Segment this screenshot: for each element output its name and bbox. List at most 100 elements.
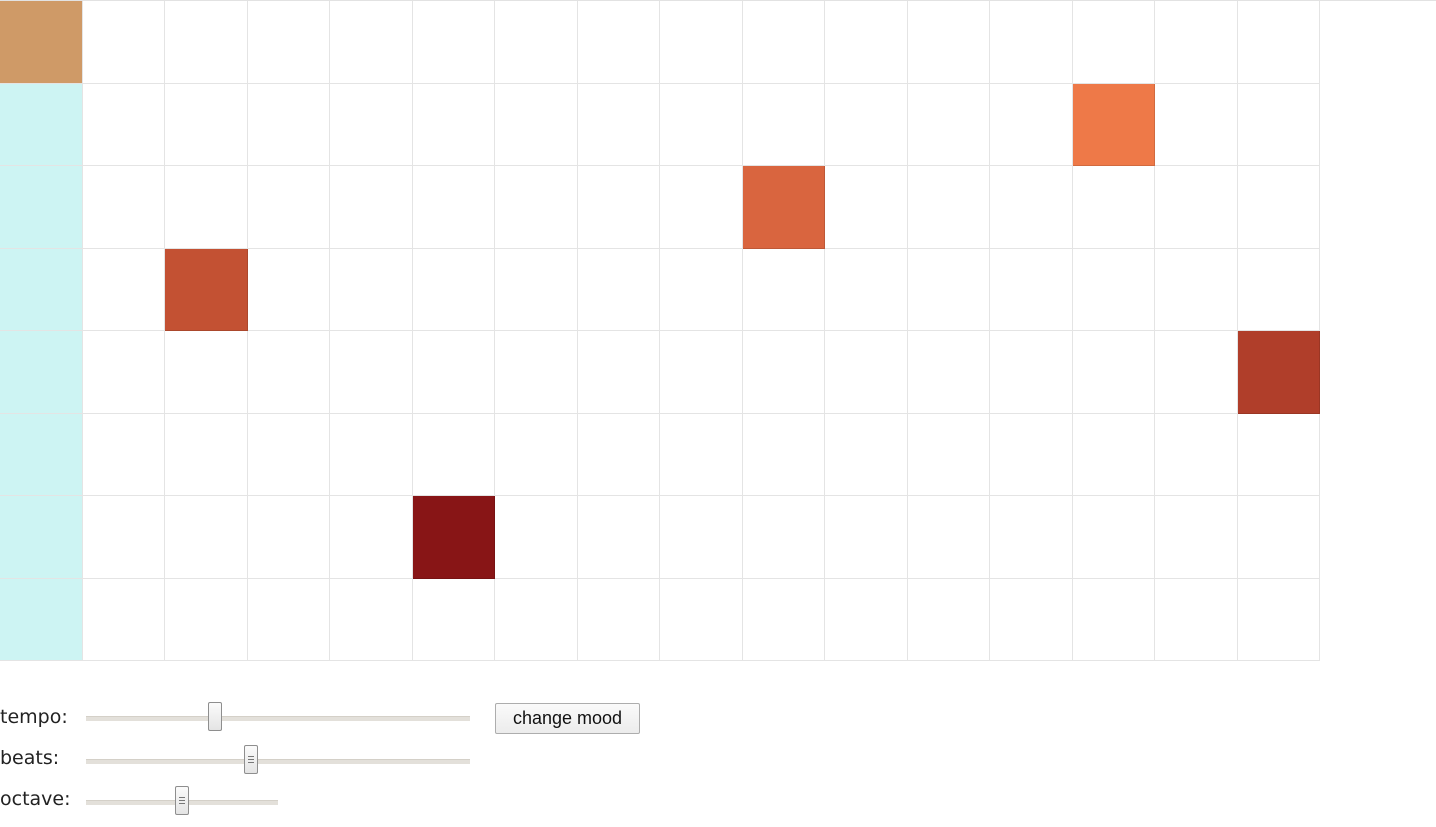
- change-mood-button[interactable]: change mood: [495, 703, 640, 734]
- grid-cell[interactable]: [660, 166, 743, 249]
- grid-cell[interactable]: [1155, 166, 1238, 249]
- grid-cell[interactable]: [660, 248, 743, 331]
- grid-cell[interactable]: [1155, 413, 1238, 496]
- grid-cell[interactable]: [0, 166, 83, 249]
- grid-cell[interactable]: [990, 83, 1073, 166]
- grid-cell[interactable]: [0, 331, 83, 414]
- grid-cell[interactable]: [412, 413, 495, 496]
- grid-cell[interactable]: [660, 1, 743, 84]
- grid-cell[interactable]: [165, 578, 248, 661]
- grid-cell[interactable]: [1155, 248, 1238, 331]
- grid-cell[interactable]: [907, 166, 990, 249]
- grid-cell[interactable]: [825, 331, 908, 414]
- grid-cell[interactable]: [825, 578, 908, 661]
- grid-cell[interactable]: [330, 166, 413, 249]
- beats-slider[interactable]: [86, 745, 470, 774]
- grid-cell[interactable]: [165, 83, 248, 166]
- grid-cell[interactable]: [82, 166, 165, 249]
- beats-slider-thumb[interactable]: [244, 745, 259, 774]
- grid-cell[interactable]: [495, 578, 578, 661]
- tempo-slider-thumb[interactable]: [207, 702, 222, 731]
- grid-cell-active[interactable]: [165, 248, 248, 331]
- grid-cell[interactable]: [907, 413, 990, 496]
- grid-cell[interactable]: [990, 578, 1073, 661]
- grid-cell-active[interactable]: [0, 1, 83, 84]
- grid-cell-active[interactable]: [1072, 83, 1155, 166]
- grid-cell[interactable]: [495, 83, 578, 166]
- grid-cell[interactable]: [495, 166, 578, 249]
- grid-cell[interactable]: [495, 496, 578, 579]
- grid-cell[interactable]: [247, 496, 330, 579]
- grid-cell[interactable]: [82, 331, 165, 414]
- grid-cell[interactable]: [330, 413, 413, 496]
- grid-cell[interactable]: [825, 83, 908, 166]
- grid-cell[interactable]: [412, 83, 495, 166]
- grid-cell[interactable]: [82, 83, 165, 166]
- grid-cell[interactable]: [907, 83, 990, 166]
- grid-cell[interactable]: [1072, 578, 1155, 661]
- grid-cell[interactable]: [247, 83, 330, 166]
- grid-cell[interactable]: [660, 331, 743, 414]
- grid-cell[interactable]: [825, 248, 908, 331]
- grid-cell[interactable]: [0, 413, 83, 496]
- grid-cell[interactable]: [1072, 496, 1155, 579]
- grid-cell[interactable]: [412, 1, 495, 84]
- octave-slider-thumb[interactable]: [175, 786, 189, 815]
- grid-cell[interactable]: [247, 166, 330, 249]
- grid-cell[interactable]: [825, 166, 908, 249]
- grid-cell[interactable]: [165, 413, 248, 496]
- grid-cell[interactable]: [165, 496, 248, 579]
- grid-cell[interactable]: [660, 496, 743, 579]
- grid-cell[interactable]: [742, 331, 825, 414]
- grid-cell[interactable]: [247, 248, 330, 331]
- grid-cell[interactable]: [1155, 331, 1238, 414]
- grid-cell[interactable]: [1155, 83, 1238, 166]
- grid-cell[interactable]: [412, 578, 495, 661]
- grid-cell[interactable]: [907, 496, 990, 579]
- grid-cell[interactable]: [82, 1, 165, 84]
- grid-cell[interactable]: [742, 248, 825, 331]
- grid-cell[interactable]: [330, 83, 413, 166]
- grid-cell[interactable]: [330, 248, 413, 331]
- grid-cell[interactable]: [990, 331, 1073, 414]
- grid-cell[interactable]: [825, 1, 908, 84]
- grid-cell[interactable]: [165, 166, 248, 249]
- grid-cell[interactable]: [82, 413, 165, 496]
- grid-cell[interactable]: [165, 331, 248, 414]
- grid-cell[interactable]: [990, 413, 1073, 496]
- grid-cell[interactable]: [247, 331, 330, 414]
- grid-cell[interactable]: [82, 248, 165, 331]
- grid-cell[interactable]: [907, 1, 990, 84]
- grid-cell[interactable]: [660, 578, 743, 661]
- grid-cell[interactable]: [990, 496, 1073, 579]
- grid-cell[interactable]: [1072, 248, 1155, 331]
- grid-cell[interactable]: [495, 1, 578, 84]
- grid-cell[interactable]: [1155, 496, 1238, 579]
- grid-cell[interactable]: [990, 166, 1073, 249]
- grid-cell[interactable]: [247, 1, 330, 84]
- grid-cell[interactable]: [0, 248, 83, 331]
- grid-cell[interactable]: [495, 331, 578, 414]
- grid-cell[interactable]: [0, 83, 83, 166]
- grid-cell[interactable]: [495, 413, 578, 496]
- grid-cell[interactable]: [825, 413, 908, 496]
- grid-cell[interactable]: [1237, 83, 1320, 166]
- grid-cell[interactable]: [247, 578, 330, 661]
- grid-cell-active[interactable]: [412, 496, 495, 579]
- grid-cell[interactable]: [1237, 166, 1320, 249]
- grid-cell[interactable]: [330, 1, 413, 84]
- grid-cell-active[interactable]: [742, 166, 825, 249]
- grid-cell[interactable]: [742, 83, 825, 166]
- grid-cell[interactable]: [907, 248, 990, 331]
- grid-cell[interactable]: [1237, 413, 1320, 496]
- grid-cell[interactable]: [742, 1, 825, 84]
- grid-cell[interactable]: [330, 331, 413, 414]
- grid-cell[interactable]: [577, 248, 660, 331]
- grid-cell[interactable]: [990, 1, 1073, 84]
- grid-cell[interactable]: [907, 578, 990, 661]
- grid-cell[interactable]: [907, 331, 990, 414]
- grid-cell[interactable]: [742, 413, 825, 496]
- grid-cell[interactable]: [165, 1, 248, 84]
- grid-cell[interactable]: [577, 496, 660, 579]
- grid-cell[interactable]: [0, 496, 83, 579]
